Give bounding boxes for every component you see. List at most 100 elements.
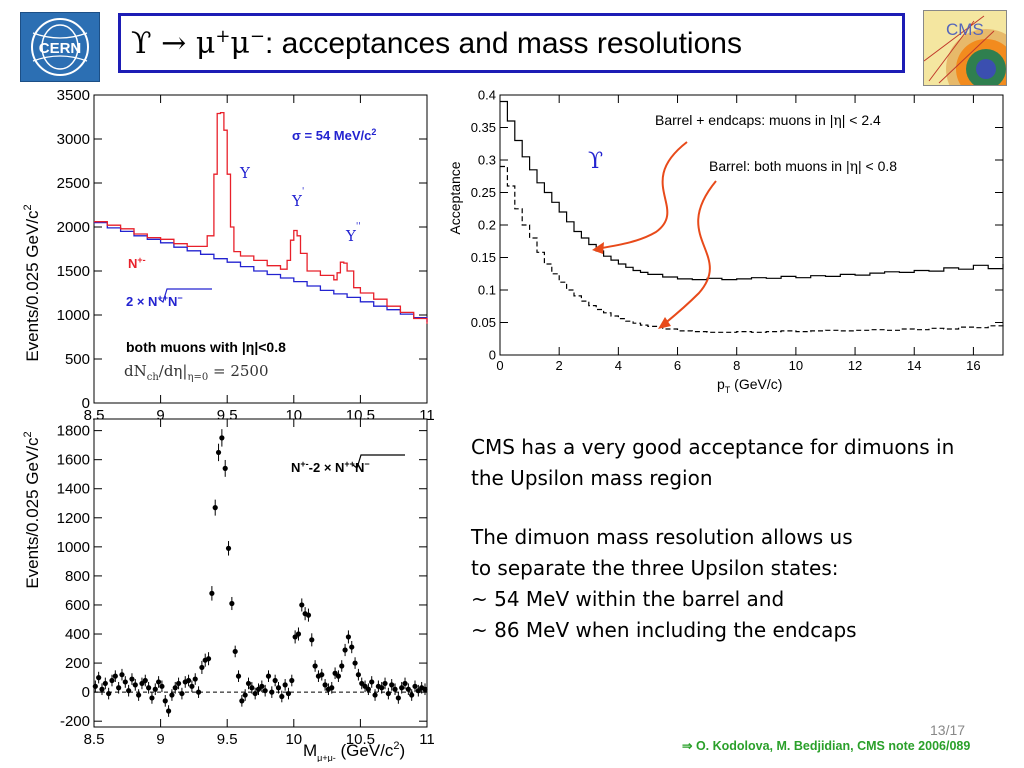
chart2-ytick-label: 800	[65, 568, 90, 585]
data-point	[169, 692, 175, 698]
data-point	[279, 693, 285, 700]
data-point	[215, 449, 222, 456]
chart2-xlabel-rest: (GeV/c	[336, 741, 394, 760]
cut-annotation: both muons with |η|<0.8	[126, 339, 286, 355]
chart2-annotation: N+--2 × N++N−	[291, 459, 370, 475]
chart3-ticks: 0 2 4 6 8 10 12 14 16 0 0.05 0.1 0.15 0.2 0.25 0.3 0.35 0…	[471, 88, 1003, 373]
reference-link[interactable]: ⇒ O. Kodolova, M. Bedjidian, CMS note 20…	[682, 739, 971, 753]
cern-logo-text: CERN	[39, 40, 82, 57]
arrow-to-dashed-curve	[662, 180, 717, 326]
slide-title: ϒ → μ+μ−: acceptances and mass resolutio…	[131, 26, 742, 61]
chart2-xlabel-m: M	[303, 741, 317, 760]
data-point	[205, 656, 212, 662]
data-point	[369, 679, 375, 685]
chart2-ann-sup1: ++	[344, 459, 355, 469]
data-point	[232, 648, 238, 655]
chart1-ytick-label: 2500	[57, 175, 90, 192]
chart3-xtick-label: 12	[848, 358, 862, 373]
chart2-xtick-label: 11	[419, 731, 435, 748]
chart2-ann-n: N	[355, 460, 364, 475]
data-point	[156, 679, 162, 685]
chart1-ytick-label: 3500	[57, 88, 90, 104]
data-point	[355, 672, 362, 678]
data-point	[392, 686, 398, 692]
barrel-endcaps-label: Barrel + endcaps: muons in |η| < 2.4	[655, 112, 881, 129]
data-point	[122, 679, 128, 685]
data-point	[132, 682, 138, 688]
chart1-xtick-label: 10.5	[346, 407, 375, 420]
chart1-xtick-label: 11	[419, 407, 435, 420]
data-point	[175, 680, 182, 687]
chart2-ann-pre: N	[291, 460, 300, 475]
peak2-label: Υ'	[291, 187, 304, 210]
chart2-ylabel: Events/0.025 GeV/c2	[22, 431, 42, 588]
chart3-xlabel-sub: T	[725, 385, 731, 395]
data-point	[272, 677, 278, 684]
sigma-annotation: σ = 54 MeV/c2	[292, 127, 376, 143]
data-point	[402, 680, 408, 687]
red-series-line	[94, 111, 428, 324]
red-label-sup: +-	[137, 255, 145, 265]
cern-logo-graphic: CERN	[31, 18, 89, 76]
text-block-resolution: The dimuon mass resolution allows us to …	[471, 522, 857, 646]
data-point	[219, 435, 225, 441]
chart1-ylabel-sup: 2	[22, 204, 34, 210]
chart2-xtick-label: 10	[285, 731, 302, 748]
data-point	[189, 683, 195, 689]
chart2-ytick-label: -200	[60, 713, 90, 730]
data-point	[116, 685, 122, 691]
chart2-points	[92, 429, 428, 717]
peak2-mark: '	[302, 187, 304, 197]
chart2-ytick-label: 0	[82, 684, 90, 701]
mult-val: = 2500	[208, 362, 268, 380]
data-point	[225, 545, 232, 551]
data-point	[112, 673, 118, 679]
peak3-label-text: Υ	[345, 227, 357, 245]
chart3-ytick-label: 0.4	[478, 88, 496, 102]
data-point	[185, 677, 192, 684]
data-point	[99, 686, 105, 692]
data-point	[345, 634, 352, 640]
chart2-xtick-label: 10.5	[346, 731, 375, 748]
data-point	[349, 644, 355, 650]
be-eta: η	[833, 113, 841, 129]
chart2-xlabel-end: )	[400, 741, 406, 760]
data-point	[126, 688, 132, 694]
data-point	[312, 663, 318, 669]
data-point	[162, 698, 168, 704]
chart1-ytick-label: 2000	[57, 219, 90, 236]
b-pre: Barrel: both muons in |	[709, 158, 850, 174]
data-point	[199, 664, 205, 671]
data-point	[192, 676, 198, 682]
chart1-ytick-label: 3000	[57, 131, 90, 148]
text-line: The dimuon mass resolution allows us	[471, 525, 853, 549]
chart2-xtick-label: 8.5	[84, 731, 105, 748]
cms-logo-text: CMS	[946, 20, 984, 39]
data-point	[102, 680, 108, 687]
chart2-xlabel: Mμ+μ- (GeV/c2)	[303, 740, 405, 762]
data-point	[352, 660, 358, 666]
chart2-ann-mid: -2 ×	[309, 460, 335, 475]
data-point	[295, 631, 302, 637]
plot-frame-2	[93, 418, 428, 728]
red-series-label: N+-	[128, 255, 146, 271]
subtracted-spectrum-chart: 8.5 9 9.5 10 10.5 11 -200 0 200 400 600 800 1000 1200…	[22, 418, 435, 762]
data-point	[322, 682, 328, 688]
red-label-text: N	[128, 256, 137, 271]
data-point	[335, 673, 342, 679]
chart3-xtick-label: 16	[966, 358, 980, 373]
chart3-xlabel-rest: (GeV/c)	[730, 376, 782, 392]
chart2-radical	[352, 454, 405, 469]
chart3-xlabel: pT (GeV/c)	[717, 376, 782, 395]
be-pre: Barrel + endcaps: muons in |	[655, 112, 833, 128]
chart3-ytick-label: 0.1	[478, 282, 496, 297]
chart2-ann-sup: +-	[300, 459, 308, 469]
data-point	[265, 673, 272, 679]
blue-label-mid: N	[168, 294, 177, 309]
data-point	[275, 685, 282, 691]
data-point	[309, 637, 315, 643]
chart2-xlabel-sup: 2	[393, 740, 399, 752]
data-point	[242, 692, 248, 698]
data-point	[195, 689, 202, 695]
data-point	[92, 683, 98, 689]
